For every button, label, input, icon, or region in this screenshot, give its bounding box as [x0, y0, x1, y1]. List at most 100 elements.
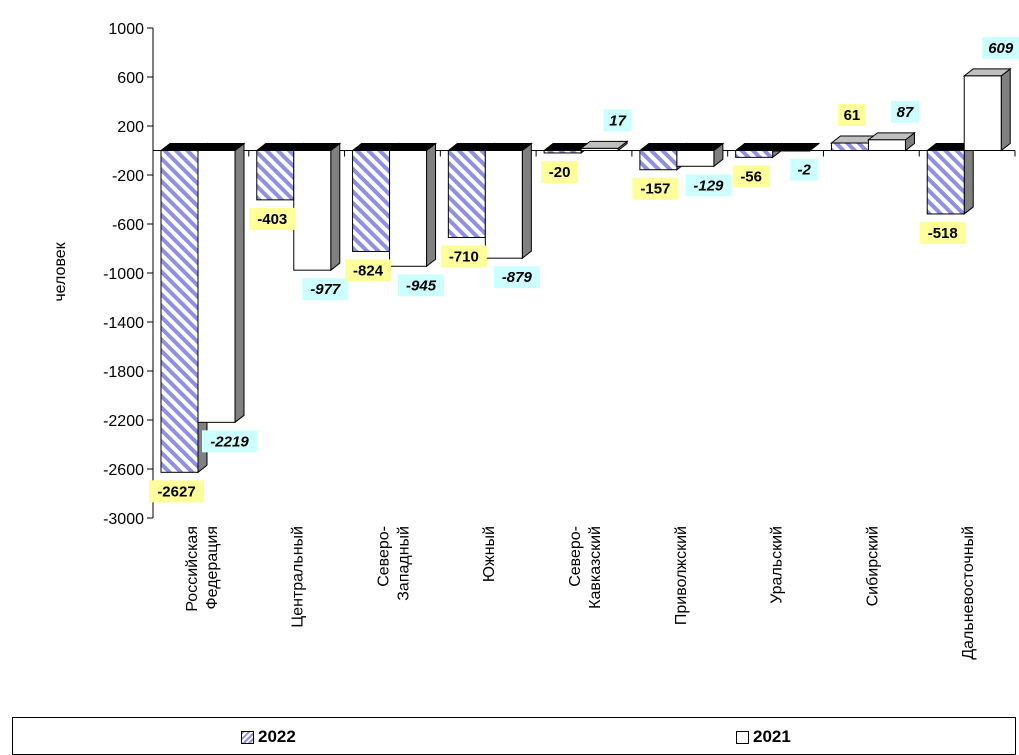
- y-axis-label-group: человек: [52, 241, 69, 301]
- bar-2021: [675, 142, 725, 168]
- data-label: -56: [740, 168, 762, 185]
- bar-2021: [388, 142, 438, 268]
- y-tick-label: -1400: [103, 315, 144, 332]
- data-label: -129: [693, 177, 724, 194]
- data-label-bg: [302, 278, 349, 301]
- data-label-2021: -879: [493, 266, 540, 289]
- category-label: Российская Федерация: [184, 526, 221, 612]
- data-label-bg: [982, 36, 1019, 59]
- bar-front: [867, 139, 906, 151]
- category-label-line: Сибирский: [864, 526, 881, 606]
- category-label-line: Южный: [481, 526, 498, 582]
- data-label: -518: [928, 225, 958, 242]
- data-label-bg: [345, 259, 392, 282]
- category-label-line: Российская: [184, 526, 201, 612]
- data-label: -879: [502, 269, 533, 286]
- bar-top: [292, 143, 342, 151]
- data-label: -710: [449, 248, 479, 265]
- category-label: Уральский: [769, 526, 786, 604]
- data-label: -977: [310, 281, 341, 298]
- data-label-bg: [149, 480, 204, 503]
- category-label-line: Уральский: [769, 526, 786, 604]
- category-label: Дальневосточный: [960, 526, 977, 660]
- category-label-line: Федерация: [204, 526, 221, 610]
- data-label-bg: [249, 207, 296, 230]
- data-label-bg: [732, 165, 770, 188]
- data-label: -2219: [210, 433, 249, 450]
- bar-front: [543, 150, 582, 154]
- data-label-2022: 61: [837, 104, 866, 127]
- y-axis-label: человек: [52, 241, 69, 301]
- bar-front: [772, 150, 811, 152]
- bar-front: [197, 150, 236, 423]
- data-label: 609: [988, 40, 1014, 57]
- data-labels: -2627 -2219 -403 -977 -824 -945 -710 -879 -20 17 -…: [149, 36, 1019, 503]
- data-label: -2: [797, 162, 811, 179]
- bar-top: [771, 143, 821, 151]
- y-tick-label: 200: [117, 119, 144, 136]
- data-label-2021: -2219: [202, 430, 257, 453]
- data-label-2022: -157: [632, 177, 679, 200]
- category-label: Центральный: [290, 526, 307, 628]
- data-label-2021: -945: [398, 274, 445, 297]
- data-label-2021: 609: [982, 36, 1019, 59]
- bar-front: [484, 150, 523, 259]
- y-tick-label: -200: [112, 168, 144, 185]
- category-label-line: Северо-: [567, 526, 584, 587]
- legend-label-2021: 2021: [753, 727, 791, 746]
- data-label-bg: [541, 160, 579, 183]
- legend-item-2022: 2022: [241, 727, 296, 747]
- bar-front: [352, 150, 391, 252]
- bar-front: [580, 147, 619, 151]
- data-label-2022: -56: [732, 165, 770, 188]
- bar-side: [330, 142, 341, 272]
- data-label: 87: [897, 104, 914, 121]
- bar-side: [234, 142, 245, 424]
- bar-2021: [196, 142, 246, 424]
- bar-front: [256, 150, 295, 201]
- bar-top: [675, 143, 725, 151]
- bar-front: [160, 150, 199, 473]
- bar-2021: [866, 131, 916, 152]
- bar-top: [579, 140, 629, 149]
- legend-swatch-hatched: [241, 730, 254, 744]
- data-label: -20: [549, 164, 571, 181]
- data-label: 17: [609, 112, 626, 129]
- y-tick-label: -2600: [103, 462, 144, 479]
- data-label: -403: [257, 211, 287, 228]
- data-label: -945: [406, 277, 437, 294]
- bar-side: [1000, 67, 1011, 152]
- bar-front: [735, 150, 774, 158]
- category-label: Приволжский: [673, 526, 690, 625]
- bar-top: [962, 68, 1012, 77]
- bar-front: [926, 150, 965, 215]
- data-label-2022: -20: [541, 160, 579, 183]
- bar-2022: [734, 142, 784, 159]
- bar-top: [483, 143, 533, 151]
- bar-front: [293, 150, 332, 271]
- bar-front: [447, 150, 486, 238]
- data-label-2021: -977: [302, 278, 349, 301]
- category-label-line: Дальневосточный: [960, 526, 977, 660]
- y-tick-label: 600: [117, 70, 144, 87]
- data-label-bg: [603, 109, 632, 132]
- data-label: -157: [640, 181, 670, 198]
- data-label-bg: [837, 104, 866, 127]
- bar-2021: [483, 142, 533, 260]
- data-label-2022: -2627: [149, 480, 204, 503]
- data-label-bg: [685, 174, 732, 197]
- bar-front: [963, 75, 1002, 151]
- category-label: Северо- Кавказский: [567, 526, 604, 609]
- y-tick-label: -1000: [103, 266, 144, 283]
- category-label-line: Кавказский: [587, 526, 604, 609]
- bar-2021: [962, 67, 1012, 152]
- bar-side: [963, 142, 974, 215]
- y-tick-label: -2200: [103, 413, 144, 430]
- category-label: Сибирский: [864, 526, 881, 606]
- data-label: 61: [844, 107, 861, 124]
- data-label-2022: -518: [919, 221, 966, 244]
- y-tick-label: -600: [112, 217, 144, 234]
- category-label-line: Центральный: [290, 526, 307, 628]
- data-label-2021: 87: [890, 100, 919, 123]
- bar-side: [521, 142, 532, 260]
